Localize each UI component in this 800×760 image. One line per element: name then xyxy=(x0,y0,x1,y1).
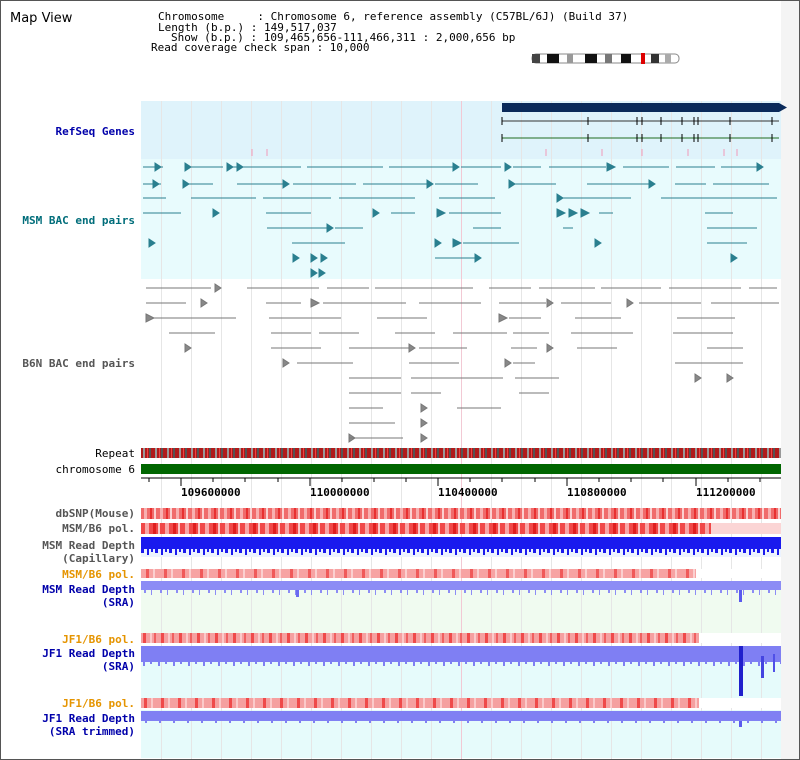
track-label-refseq[interactable]: RefSeq Genes xyxy=(55,125,135,138)
track-label-jf1-trim-1[interactable]: JF1 Read Depth xyxy=(42,712,135,725)
track-label-msm-depth-sra-2: (SRA) xyxy=(101,596,135,609)
ruler-tick-label: 111200000 xyxy=(696,486,756,499)
jf1-b6-pol-track-1[interactable] xyxy=(141,633,781,643)
jf1-b6-pol-track-2[interactable] xyxy=(141,698,781,708)
track-label-msm-depth-sra-1[interactable]: MSM Read Depth xyxy=(42,583,135,596)
chromosome-info: Chromosome : Chromosome 6, reference ass… xyxy=(158,10,629,23)
msm-depth-capillary-track[interactable] xyxy=(141,537,781,557)
ruler-tick-label: 110000000 xyxy=(310,486,370,499)
length-info: Length (b.p.) : 149,517,037 xyxy=(158,21,337,34)
track-label-jf1-depth-1[interactable]: JF1 Read Depth xyxy=(42,647,135,660)
track-label-msm-b6-pol-2[interactable]: MSM/B6 pol. xyxy=(62,568,135,581)
track-label-msm-b6-pol-1[interactable]: MSM/B6 pol. xyxy=(62,522,135,535)
track-label-jf1-b6-pol-2[interactable]: JF1/B6 pol. xyxy=(62,697,135,710)
position-ruler xyxy=(141,477,781,486)
msm-depth-sra-track[interactable] xyxy=(141,581,781,603)
chromosome-ideogram[interactable] xyxy=(529,52,684,66)
track-label-jf1-depth-2: (SRA) xyxy=(101,660,135,673)
track-label-msm-depth-cap-1[interactable]: MSM Read Depth xyxy=(42,539,135,552)
ruler-tick-label: 109600000 xyxy=(181,486,241,499)
jf1-depth-trimmed-track[interactable] xyxy=(141,711,781,733)
page-title: Map View xyxy=(10,11,73,26)
track-label-b6n-bac[interactable]: B6N BAC end pairs xyxy=(22,357,135,370)
repeat-track[interactable] xyxy=(141,448,781,458)
show-range-info: Show (b.p.) : 109,465,656-111,466,311 : … xyxy=(171,31,516,44)
chromosome-bar[interactable] xyxy=(141,464,781,474)
track-label-repeat[interactable]: Repeat xyxy=(95,447,135,460)
ruler-tick-label: 110400000 xyxy=(438,486,498,499)
jf1-depth-track[interactable] xyxy=(141,646,781,698)
track-label-dbsnp[interactable]: dbSNP(Mouse) xyxy=(55,507,135,520)
msm-b6-pol-track-1[interactable] xyxy=(141,523,781,534)
track-label-msm-depth-cap-2: (Capillary) xyxy=(62,552,135,565)
ruler-tick-label: 110800000 xyxy=(567,486,627,499)
track-label-jf1-b6-pol-1[interactable]: JF1/B6 pol. xyxy=(62,633,135,646)
coverage-span-info: Read coverage check span : 10,000 xyxy=(151,41,370,54)
dbsnp-track[interactable] xyxy=(141,508,781,519)
track-label-chromosome[interactable]: chromosome 6 xyxy=(55,463,135,476)
right-gutter xyxy=(781,1,799,759)
track-label-jf1-trim-2: (SRA trimmed) xyxy=(48,725,135,738)
track-label-msm-bac[interactable]: MSM BAC end pairs xyxy=(22,214,135,227)
msm-b6-pol-track-2[interactable] xyxy=(141,569,781,578)
